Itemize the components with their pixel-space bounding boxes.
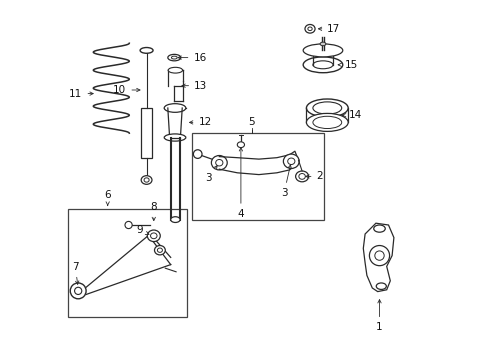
Ellipse shape: [368, 246, 389, 266]
Ellipse shape: [168, 67, 182, 73]
Ellipse shape: [283, 154, 299, 168]
Text: 11: 11: [69, 89, 93, 99]
Text: 2: 2: [305, 171, 323, 181]
Ellipse shape: [312, 46, 332, 54]
Text: 17: 17: [318, 24, 340, 34]
Ellipse shape: [171, 56, 177, 59]
Ellipse shape: [306, 99, 347, 117]
Ellipse shape: [70, 283, 86, 299]
Ellipse shape: [303, 44, 342, 57]
Text: 9: 9: [136, 225, 149, 235]
Ellipse shape: [164, 134, 185, 141]
Ellipse shape: [237, 142, 244, 148]
Polygon shape: [363, 223, 393, 292]
Ellipse shape: [298, 174, 305, 179]
Ellipse shape: [125, 221, 132, 229]
Text: 6: 6: [104, 190, 111, 206]
Text: 3: 3: [205, 166, 217, 183]
Ellipse shape: [305, 24, 314, 33]
Ellipse shape: [144, 178, 149, 182]
Ellipse shape: [306, 113, 347, 131]
Ellipse shape: [373, 225, 385, 232]
Ellipse shape: [167, 54, 181, 61]
Ellipse shape: [312, 116, 341, 129]
Ellipse shape: [147, 230, 160, 242]
Text: 12: 12: [189, 117, 211, 127]
Ellipse shape: [164, 104, 185, 112]
Bar: [141, 108, 152, 158]
Text: 1: 1: [375, 300, 382, 332]
Ellipse shape: [154, 246, 165, 255]
Text: 16: 16: [178, 53, 206, 63]
Ellipse shape: [193, 150, 202, 158]
Ellipse shape: [374, 251, 384, 260]
Text: 3: 3: [280, 165, 291, 198]
Text: 15: 15: [338, 60, 357, 70]
Ellipse shape: [157, 248, 162, 252]
Text: 13: 13: [182, 81, 207, 91]
Text: 5: 5: [248, 117, 254, 127]
Text: 10: 10: [113, 85, 140, 95]
Ellipse shape: [150, 233, 157, 239]
Text: 14: 14: [342, 110, 362, 120]
Text: 4: 4: [237, 148, 244, 219]
Ellipse shape: [170, 217, 180, 222]
Bar: [192, 133, 323, 220]
Ellipse shape: [75, 287, 81, 294]
Bar: [68, 209, 186, 317]
Text: 8: 8: [150, 202, 157, 221]
Ellipse shape: [141, 176, 152, 184]
Ellipse shape: [303, 57, 342, 73]
Ellipse shape: [312, 102, 341, 114]
Ellipse shape: [140, 48, 153, 53]
Ellipse shape: [211, 156, 227, 170]
Ellipse shape: [295, 171, 308, 182]
Ellipse shape: [287, 158, 294, 165]
Ellipse shape: [320, 42, 325, 46]
Ellipse shape: [307, 27, 311, 31]
Ellipse shape: [312, 61, 332, 69]
Ellipse shape: [375, 283, 386, 289]
Ellipse shape: [215, 159, 223, 166]
Text: 7: 7: [72, 262, 79, 284]
